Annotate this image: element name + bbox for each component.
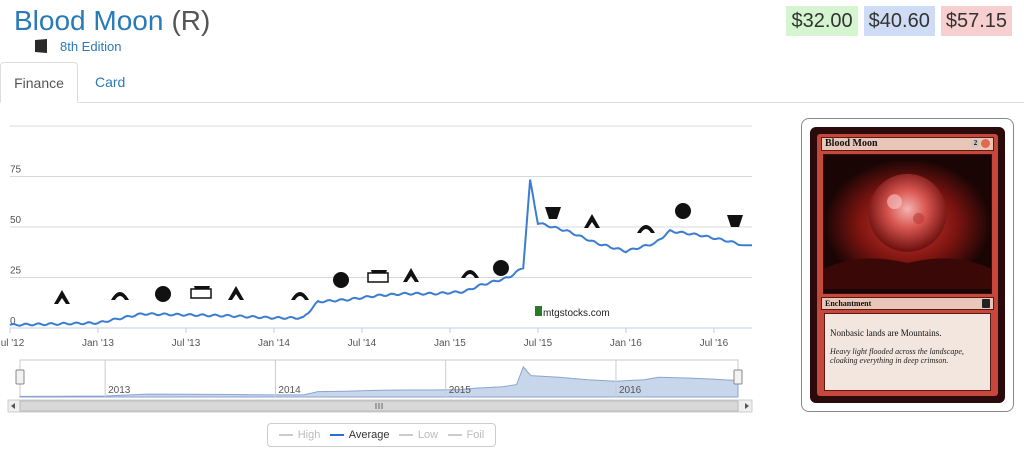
card-image-name: Blood Moon 2	[821, 137, 994, 151]
legend-item-average[interactable]: Average	[329, 429, 390, 441]
set-icon[interactable]	[727, 215, 743, 227]
set-icon[interactable]	[584, 214, 600, 228]
price-summary: $32.00 $40.60 $57.15	[786, 6, 1012, 36]
low-price: $32.00	[786, 6, 858, 36]
chart-legend: High Average Low Foil	[267, 423, 496, 447]
card-rules-text: Nonbasic lands are Mountains.	[830, 328, 942, 338]
tab-card[interactable]: Card	[95, 74, 126, 90]
y-tick-label: 75	[10, 165, 22, 176]
x-tick-label: Jul '16	[700, 338, 729, 349]
scroll-grip-icon	[375, 403, 383, 409]
tab-bar: Finance Card	[0, 62, 1024, 103]
card-face: Blood Moon 2	[817, 134, 998, 396]
card-flavor-text: Heavy light flooded across the landscape…	[830, 347, 964, 365]
legend-label-low: Low	[417, 429, 439, 441]
navigator-handle[interactable]	[15, 369, 25, 385]
set-icon[interactable]	[228, 286, 244, 300]
set-icon[interactable]	[637, 225, 655, 233]
x-tick-label: Jan '16	[610, 338, 642, 349]
core-set-icon[interactable]	[367, 272, 389, 283]
title-row: Blood Moon (R)	[14, 4, 210, 38]
mana-cost: 2	[971, 139, 990, 148]
range-navigator[interactable]: 2013 2014 2015 2016	[7, 359, 753, 413]
navigator-year-label: 2013	[108, 385, 131, 396]
legend-item-low[interactable]: Low	[398, 429, 439, 441]
card-type-text: Enchantment	[825, 299, 872, 308]
x-tick-label: Jan '15	[434, 338, 466, 349]
navigator-year-label: 2014	[278, 385, 301, 396]
average-price: $40.60	[863, 6, 935, 36]
red-mana-icon	[981, 139, 990, 148]
set-icon[interactable]	[111, 292, 129, 300]
y-tick-label: 50	[10, 215, 22, 226]
chart-grid	[10, 125, 752, 329]
card-header: Blood Moon (R) 8th Edition	[14, 4, 210, 54]
tab-finance[interactable]: Finance	[0, 62, 78, 103]
set-icon[interactable]	[403, 268, 419, 282]
set-icon[interactable]	[155, 286, 171, 302]
x-tick-label: Jul '14	[348, 338, 377, 349]
y-tick-label: 25	[10, 266, 22, 277]
card-title: Blood Moon	[14, 5, 164, 36]
average-price-line	[9, 179, 752, 327]
y-tick-label: 0	[10, 316, 16, 327]
set-symbol-small-icon	[982, 299, 990, 308]
set-icon[interactable]	[461, 270, 479, 278]
x-tick-label: Jan '14	[258, 338, 290, 349]
set-release-icons	[54, 203, 743, 304]
scroll-left-icon[interactable]	[11, 403, 15, 409]
legend-label-high: High	[297, 429, 321, 441]
card-rarity: (R)	[171, 5, 211, 36]
set-icon[interactable]	[675, 203, 691, 219]
card-image: Blood Moon 2	[810, 127, 1005, 403]
navigator-area	[19, 365, 739, 398]
edition-link[interactable]: 8th Edition	[60, 38, 122, 54]
set-symbol-icon	[35, 39, 47, 53]
card-type-line: Enchantment	[821, 297, 994, 310]
x-tick-label: Jul '12	[0, 338, 25, 349]
x-axis: Jul '12 Jan '13 Jul '13 Jan '14 Jul '14 Jan '…	[0, 327, 752, 349]
watermark: mtgstocks.com	[535, 306, 610, 319]
core-set-icon[interactable]	[190, 288, 212, 299]
navigator-year-label: 2016	[619, 385, 642, 396]
watermark-icon	[535, 306, 542, 316]
navigator-year-label: 2015	[449, 385, 472, 396]
y-axis-labels: 0 25 50 75	[10, 165, 22, 328]
card-image-frame: Blood Moon 2	[801, 118, 1014, 412]
card-art	[823, 154, 992, 294]
set-icon[interactable]	[333, 272, 349, 288]
legend-item-high[interactable]: High	[278, 429, 321, 441]
scroll-right-icon[interactable]	[745, 403, 749, 409]
blood-moon-art	[824, 159, 991, 289]
set-icon[interactable]	[493, 260, 509, 276]
card-image-name-text: Blood Moon	[825, 138, 878, 149]
set-icon[interactable]	[291, 292, 309, 300]
legend-label-foil: Foil	[466, 429, 485, 441]
legend-item-foil[interactable]: Foil	[447, 429, 485, 441]
navigator-handle[interactable]	[733, 369, 743, 385]
x-tick-label: Jan '13	[82, 338, 114, 349]
set-icon[interactable]	[54, 290, 70, 304]
x-tick-label: Jul '13	[172, 338, 201, 349]
set-icon[interactable]	[545, 207, 561, 219]
card-text-box: Nonbasic lands are Mountains. Heavy ligh…	[824, 313, 991, 391]
watermark-text: mtgstocks.com	[543, 308, 610, 319]
high-price: $57.15	[940, 6, 1012, 36]
generic-mana-icon: 2	[971, 139, 980, 148]
legend-label-average: Average	[348, 429, 390, 441]
edition-row: 8th Edition	[34, 38, 210, 54]
x-tick-label: Jul '15	[524, 338, 553, 349]
